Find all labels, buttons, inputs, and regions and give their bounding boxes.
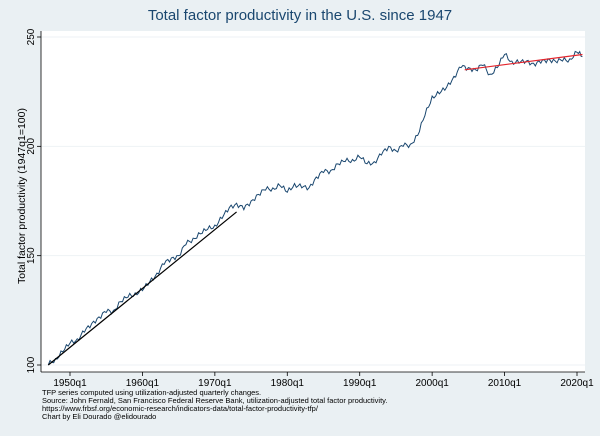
x-tick-label: 2020q1 xyxy=(560,378,594,389)
x-tick-label: 1960q1 xyxy=(126,378,160,389)
footnote-url[interactable]: https://www.frbsf.org/economic-research/… xyxy=(42,404,318,413)
series-line-tfp xyxy=(47,50,583,366)
footnote-method: TFP series computed using utilization-ad… xyxy=(42,388,262,397)
y-tick-label: 100 xyxy=(26,356,37,373)
x-tick-label: 1950q1 xyxy=(53,378,87,389)
y-tick-label: 150 xyxy=(26,247,37,264)
y-tick-label: 250 xyxy=(26,28,37,45)
footnote-source: Source: John Fernald, San Francisco Fede… xyxy=(42,396,388,405)
gridlines xyxy=(41,36,585,366)
x-tick-label: 2000q1 xyxy=(415,378,449,389)
plot-area xyxy=(41,31,585,372)
x-tick-label: 1990q1 xyxy=(343,378,377,389)
series-group xyxy=(47,50,583,366)
trend-line-1947-1973 xyxy=(47,211,237,366)
x-tick-label: 1980q1 xyxy=(271,378,305,389)
y-tick-label: 200 xyxy=(26,138,37,155)
axis-ticks: 100 150 200 250 1950q1 1960q1 1970q1 1980q1 1990… xyxy=(26,28,594,389)
trend-line-2005-2020 xyxy=(464,53,583,71)
x-tick-label: 1970q1 xyxy=(198,378,232,389)
chart-title: Total factor productivity in the U.S. si… xyxy=(147,7,453,24)
footnote-credit: Chart by Eli Dourado @elidourado xyxy=(42,412,157,421)
x-tick-label: 2010q1 xyxy=(488,378,522,389)
